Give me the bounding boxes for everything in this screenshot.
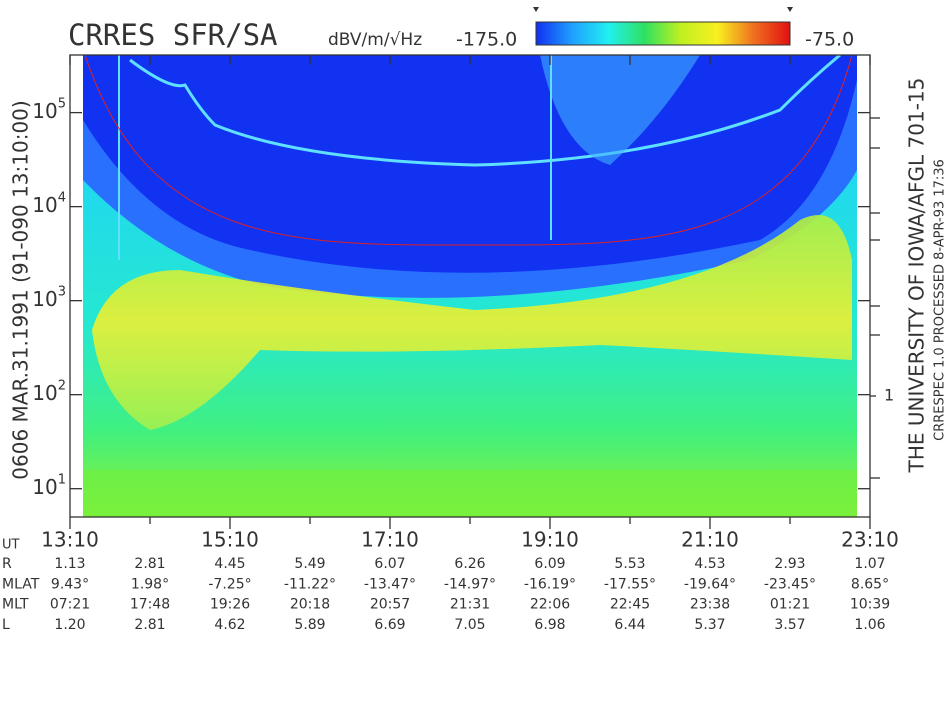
ephemeris-value: 4.53 bbox=[694, 556, 725, 572]
ephemeris-value: 10:39 bbox=[850, 597, 890, 613]
ephemeris-value: 20:57 bbox=[370, 597, 410, 613]
x-tick-label: 13:10 bbox=[41, 528, 99, 552]
right-caption: THE UNIVERSITY OF IOWA/AFGL 701-15 bbox=[905, 78, 929, 474]
ephemeris-value: 6.98 bbox=[534, 617, 565, 633]
y-tick-label: 104 bbox=[32, 190, 66, 217]
ephemeris-label: UT bbox=[2, 538, 20, 553]
ephemeris-value: 22:06 bbox=[530, 597, 570, 613]
ephemeris-value: 3.57 bbox=[774, 617, 805, 633]
ephemeris-label: MLT bbox=[2, 597, 29, 613]
ephemeris-value: 5.37 bbox=[694, 617, 725, 633]
ephemeris-value: 6.07 bbox=[374, 556, 405, 572]
ephemeris-value: 1.06 bbox=[854, 617, 885, 633]
colorbar-max: -75.0 bbox=[805, 29, 854, 51]
ephemeris-value: 19:26 bbox=[210, 597, 250, 613]
ephemeris-value: 6.69 bbox=[374, 617, 405, 633]
colorbar-label: dBV/m/√Hz bbox=[328, 30, 422, 50]
ephemeris-value: 23:38 bbox=[690, 597, 730, 613]
ephemeris-value: 22:45 bbox=[610, 597, 650, 613]
y-tick-label: 101 bbox=[32, 472, 66, 499]
ephemeris-value: -11.22° bbox=[284, 576, 336, 592]
ephemeris-value: -14.97° bbox=[444, 576, 496, 592]
y-tick-label: 103 bbox=[32, 284, 66, 311]
ephemeris-value: 9.43° bbox=[51, 576, 89, 592]
ephemeris-value: 07:21 bbox=[50, 597, 90, 613]
ephemeris-value: 7.05 bbox=[454, 617, 485, 633]
x-tick-label: 17:10 bbox=[361, 528, 419, 552]
right-tick-label: 1 bbox=[884, 386, 894, 405]
ephemeris-value: 6.09 bbox=[534, 556, 565, 572]
x-tick-label: 19:10 bbox=[521, 528, 579, 552]
ephemeris-label: MLAT bbox=[2, 576, 40, 592]
ephemeris-value: 1.07 bbox=[854, 556, 885, 572]
chart-title: CRRES SFR/SA bbox=[68, 18, 278, 52]
ephemeris-value: 1.20 bbox=[54, 617, 85, 633]
ephemeris-value: -17.55° bbox=[604, 576, 656, 592]
x-tick-label: 23:10 bbox=[841, 528, 899, 552]
ephemeris-value: 17:48 bbox=[130, 597, 170, 613]
ephemeris-value: 2.81 bbox=[134, 617, 165, 633]
left-caption: 0606 MAR.31.1991 (91-090 13:10:00) bbox=[9, 100, 33, 479]
ephemeris-value: 01:21 bbox=[770, 597, 810, 613]
ephemeris-value: 4.62 bbox=[214, 617, 245, 633]
ephemeris-value: -7.25° bbox=[208, 576, 251, 592]
ephemeris-value: 20:18 bbox=[290, 597, 330, 613]
ephemeris-value: 1.98° bbox=[131, 576, 169, 592]
ephemeris-value: 5.53 bbox=[614, 556, 645, 572]
ephemeris-value: 2.93 bbox=[774, 556, 805, 572]
ephemeris-value: 8.65° bbox=[851, 576, 889, 592]
ephemeris-value: -23.45° bbox=[764, 576, 816, 592]
ephemeris-value: -16.19° bbox=[524, 576, 576, 592]
colorbar-min: -175.0 bbox=[456, 29, 517, 51]
x-tick-label: 15:10 bbox=[201, 528, 259, 552]
spectrogram bbox=[83, 55, 857, 517]
ephemeris-value: 4.45 bbox=[214, 556, 245, 572]
ephemeris-value: 21:31 bbox=[450, 597, 490, 613]
right-axis-ticks bbox=[870, 118, 880, 478]
ephemeris-label: R bbox=[2, 556, 12, 572]
ephemeris-value: 6.26 bbox=[454, 556, 485, 572]
ephemeris-label: L bbox=[2, 617, 10, 633]
ephemeris-value: 5.89 bbox=[294, 617, 325, 633]
ephemeris-value: 1.13 bbox=[54, 556, 85, 572]
x-tick-label: 21:10 bbox=[681, 528, 739, 552]
ephemeris-value: -13.47° bbox=[364, 576, 416, 592]
colorbar-markers bbox=[533, 7, 793, 12]
ephemeris-value: 2.81 bbox=[134, 556, 165, 572]
y-tick-label: 105 bbox=[32, 96, 66, 123]
ephemeris-value: 5.49 bbox=[294, 556, 325, 572]
ephemeris-value: -19.64° bbox=[684, 576, 736, 592]
y-tick-label: 102 bbox=[32, 378, 66, 405]
colorbar bbox=[536, 22, 790, 45]
ephemeris-value: 6.44 bbox=[614, 617, 645, 633]
right-caption-small: CRRESPEC 1.0 PROCESSED 8-APR-93 17:36 bbox=[933, 159, 945, 441]
